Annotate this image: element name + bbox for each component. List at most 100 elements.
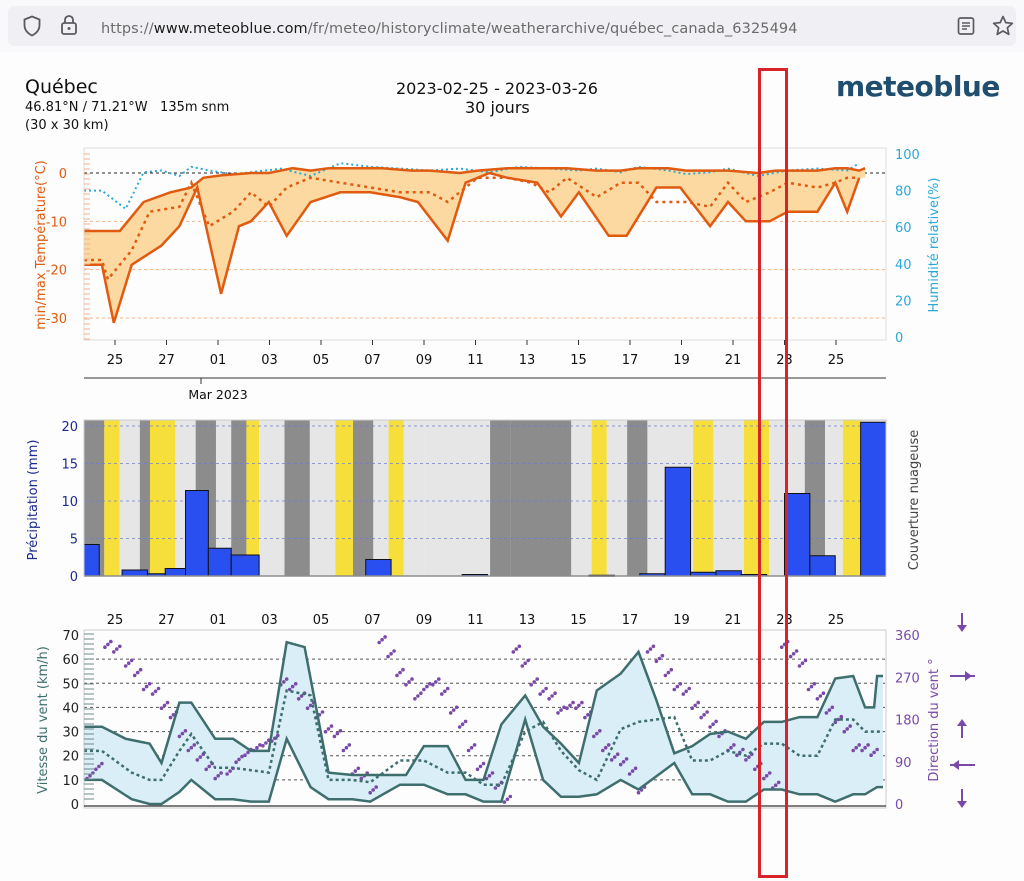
wind-direction-point [443,689,447,694]
wind-direction-point [198,755,203,759]
wind-direction-point [126,661,131,665]
wind-direction-point [812,682,817,686]
wind-direction-point [240,754,244,759]
wind-direction-point [398,670,402,675]
temperature-max-line [84,166,866,233]
north-wind-arrow-icon [957,789,967,808]
wind-direction-point [195,758,200,762]
wind-direction-point [475,767,480,772]
date-tick-label: 19 [673,353,690,368]
date-tick-label: 03 [261,613,278,628]
wind-direction-point [547,697,551,701]
precipitation-tick-label: 20 [61,420,78,435]
wind-direction-point [264,741,268,745]
shield-icon[interactable] [22,15,42,37]
humidity-tick-label: 60 [895,221,912,236]
precipitation-tick-label: 10 [61,495,78,510]
wind-direction-point [806,687,811,692]
wind-direction-point [505,797,510,802]
wind-direction-point [419,691,423,695]
star-icon[interactable] [991,14,1015,38]
wind-direction-point [544,686,548,691]
wind-direction-point [216,774,220,778]
cloud-cover-band [259,420,285,576]
wind-direction-point [860,748,864,753]
wind-direction-point [767,771,772,775]
cloud-cover-band [119,420,140,576]
wind-direction-point [857,743,861,747]
meteoblue-logo[interactable]: meteoblue [836,70,1000,103]
wind-direction-point [147,682,152,686]
wind-direction-point [669,667,674,672]
wind-direction-point [323,729,328,734]
wind-direction-point [448,711,453,715]
wind-direction-point [577,703,581,708]
wind-direction-point [615,752,620,756]
duration: 30 jours [465,98,530,117]
wind-direction-point [776,780,781,785]
wind-direction-point [207,764,211,769]
date-tick-label: 19 [673,613,690,628]
wind-direction-point [690,706,694,710]
wind-direction-point [526,658,530,663]
cloud-cover-band [388,420,404,576]
date-range: 2023-02-25 - 2023-03-26 [396,79,598,98]
wind-direction-point [299,694,304,698]
cloud-cover-band [743,420,770,576]
wind-direction-point [818,694,823,698]
wind-direction-point [368,790,373,795]
wind-direction-point [234,760,238,764]
wind-direction-point [603,745,608,750]
wind-direction-point [797,664,802,668]
wind-speed-tick-label: 10 [62,774,79,789]
wind-speed-tick-label: 0 [71,798,79,813]
wind-arrow-head [957,801,967,808]
wind-direction-point [762,776,766,781]
wind-direction-point [454,705,459,710]
wind-direction-tick-label: 270 [895,671,920,686]
cloud-cover-band [510,420,572,576]
precipitation-bar [783,493,811,577]
cloud-cover-band [284,420,310,576]
wind-direction-point [180,731,185,736]
wind-direction-point [872,750,876,755]
date-tick-label: 27 [158,353,175,368]
wind-direction-point [162,703,167,708]
wind-direction-point [407,680,411,684]
address-bar[interactable]: https://www.meteoblue.com/fr/meteo/histo… [8,6,1016,46]
wind-direction-point [228,769,232,773]
wind-direction-point [338,729,343,733]
wind-direction-point [168,715,173,720]
location-title: Québec [25,76,98,98]
cloud-cover-band [713,420,744,576]
wind-direction-point [255,745,259,750]
date-tick-label: 25 [107,613,124,628]
cloud-cover-band [309,420,336,576]
reader-view-icon[interactable] [956,16,976,36]
wind-direction-point [651,644,656,649]
wind-direction-point [258,743,262,747]
wind-direction-point [845,727,849,731]
lock-icon[interactable] [60,14,78,36]
precipitation-bar [185,490,209,577]
wind-direction-point [293,682,298,686]
wind-direction-point [183,729,188,733]
wind-direction-point [598,729,602,733]
wind-direction-point [675,684,680,689]
wind-direction-point [261,744,265,748]
url-text[interactable]: https://www.meteoblue.com/fr/meteo/histo… [101,21,798,37]
wind-direction-point [729,745,733,750]
wind-direction-point [186,748,191,753]
date-tick-label: 05 [313,613,330,628]
wind-direction-point [484,776,489,781]
wind-direction-point [118,644,122,649]
wind-direction-point [705,710,709,714]
wind-direction-point [595,731,599,736]
cloud-cover-band [490,420,511,576]
wind-direction-point [94,767,98,772]
wind-direction-point [138,667,143,672]
wind-direction-point [666,670,671,675]
wind-direction-point [290,684,295,689]
wind-direction-point [520,664,525,668]
wind-direction-point [144,684,149,689]
